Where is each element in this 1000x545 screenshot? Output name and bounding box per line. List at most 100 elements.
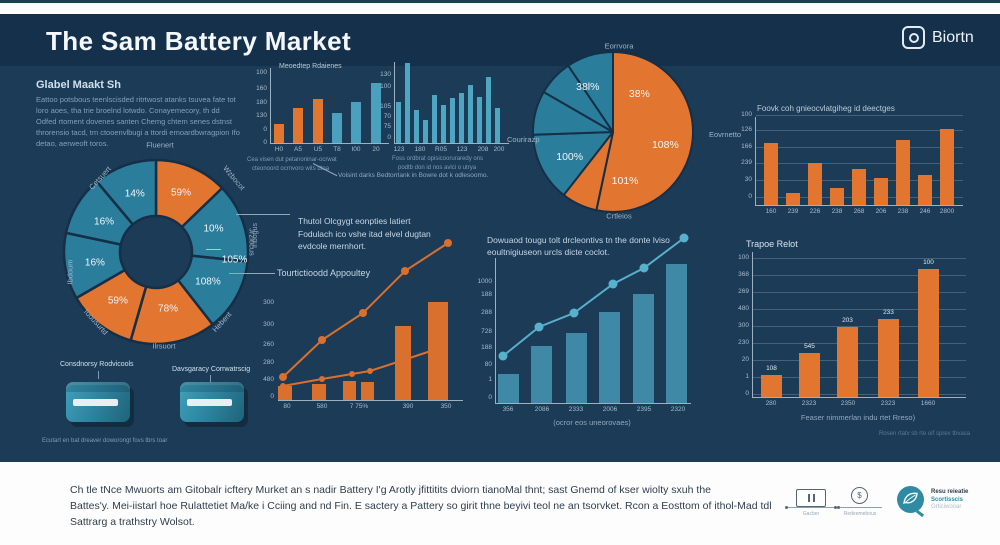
y-axis-tick: 280 [263,359,274,366]
bar [599,312,620,403]
bar [918,175,932,205]
x-axis-label: 1660 [920,400,936,407]
bar [852,169,866,205]
x-axis-label: 123 [393,146,405,153]
x-axis-label: R05 [435,146,447,153]
x-axis-label: 246 [919,208,931,215]
note-line: Thutol Olcgygt eonpties latiert [298,216,411,226]
orange-growth-chart: 108 545 203 233 100 280 2323 2350 2323 1660 100 368… [738,252,966,407]
gridline [753,326,966,327]
x-axis-label: 238 [897,208,909,215]
gridline [753,377,966,378]
battery-cell-icon [796,489,826,507]
y-axis-tick: 368 [738,271,749,278]
slice-percent-label: 59% [170,187,192,199]
x-axis-label: 160 [765,208,777,215]
x-axis-label: H0 [274,146,284,153]
bar [343,381,356,400]
bar [371,83,381,143]
x-axis-label: 280 [765,400,777,407]
y-axis-tick: 180 [256,99,267,106]
pie-outer-label: Eovrnetto [709,130,742,139]
icon-text-line: Resu reieatie [931,489,969,495]
x-axis-label: 2323 [880,400,896,407]
x-axis-label: A5 [294,146,302,153]
mini-chart-a-caption: Cea visen dut petanoninar-ocrwat [247,157,337,163]
market-share-pie-chart: 38% 108% 101% 100% 38l% Eorrvora Eovrnetto Cour… [507,40,741,225]
bar [396,102,401,143]
blue-chart-axis-caption: (ocror eos uneorovaes) [553,418,631,427]
y-axis-tick: 239 [741,159,752,166]
y-axis-tick: 300 [263,299,274,306]
y-axis-tick: 288 [481,309,492,316]
y-axis-tick: 100 [741,111,752,118]
orange-chart-title: Trapoe Relot [746,239,798,249]
x-axis-label: 2333 [568,406,584,413]
y-axis-tick: 0 [263,139,267,146]
callout-line [206,249,221,250]
y-axis-tick: 20 [741,356,749,363]
x-axis-label: 239 [787,208,799,215]
note-line: evdcole mernhort. [298,241,367,251]
bar-value-label: 108 [766,365,777,372]
gridline [756,163,963,164]
y-axis-tick: 0 [270,393,274,400]
cell-bar [812,494,815,502]
line-dot [834,506,837,509]
y-axis-tick: 75 [383,123,391,130]
bar [799,353,820,397]
bar-value-label: 203 [842,317,853,324]
annotation-line [229,273,275,274]
pie-outer-label: Crtleios [606,211,632,221]
y-axis-tick: 100 [380,83,391,90]
slice-percent-label: 14% [124,188,145,200]
bar [477,97,482,143]
pie-svg [532,51,694,213]
slice-percent-label: 16% [94,216,115,228]
gridline [756,115,963,116]
bar [441,105,446,143]
bar [940,129,954,205]
pie-svg [62,158,250,346]
x-axis-label: 2320 [670,406,686,413]
intro-paragraph: Eattoo potsbous teenlscisded ritrtwost a… [36,95,240,148]
blue-chart-note: Dowuaod tougu tolt drcleontivs tn the do… [487,234,670,258]
slice-percent-label: 16% [84,257,105,269]
bar [313,99,323,143]
pie-slice [95,158,158,226]
bar [566,333,587,403]
trend-line [498,233,689,361]
bar [874,178,888,205]
bar-value-label: 545 [804,343,815,350]
icon-text-line: Scortisscis [931,496,964,503]
pointer-note: Volsint darks Bedtorrlank in Bowre dot k… [338,172,489,179]
page-title: The Sam Battery Market [46,26,352,56]
bar [450,98,455,143]
label-tick [98,371,99,379]
market-segment-donut-chart: 59% 10% 105% 108% 78% 59% 16% 16% 14% Fluenert Cet… [48,138,264,354]
x-axis-label: 20 [372,146,380,153]
x-axis-label: 268 [853,208,865,215]
bar [837,327,858,397]
footer-paragraph: Ch tle tNce Mwuorts am Gitobalr icftery … [70,482,772,530]
battery-slider-icon: Gacber [785,487,837,517]
gridline [753,275,966,276]
mini-chart-b-caption: Foss ordbrat opisicooruraredy ons [392,156,484,162]
label-tick [210,375,211,383]
bar-value-label: 100 [923,259,934,266]
battery-stripe [73,399,118,406]
y-axis-tick: 260 [263,341,274,348]
y-axis-tick: 728 [481,328,492,335]
x-axis-label: 238 [831,208,843,215]
bar [918,269,939,397]
y-axis-tick: 160 [256,85,267,92]
icon-text-block: Resu reieatie Scortisscis Grticiwooar [931,489,968,512]
x-axis-label: 7 75% [349,403,369,410]
bar [423,120,428,143]
y-axis-tick: 100 [256,69,267,76]
note-line: Dowuaod tougu tolt drcleontivs tn the do… [487,235,670,245]
footer-line: Battes'y. Mei-iistarl hoe Rulattetiet Ma… [70,500,772,512]
bar [486,77,491,143]
bar-value-label: 233 [883,309,894,316]
x-axis-label: T8 [333,146,341,153]
